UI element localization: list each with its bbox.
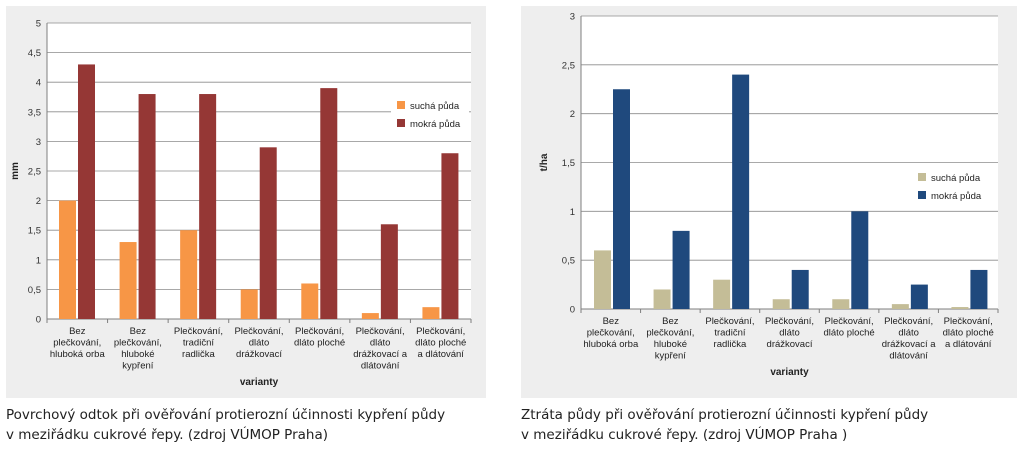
x-tick-label: Plečkování, tradiční radlička	[705, 316, 754, 350]
y-tick-label: 2,5	[28, 167, 41, 178]
x-axis-title: varianty	[770, 367, 809, 378]
caption-runoff: Povrchový odtok při ověřování protierozn…	[6, 405, 506, 445]
bar-wet-soil	[791, 269, 809, 309]
y-tick-label: 0,5	[562, 256, 575, 267]
bar-wet-soil	[78, 64, 95, 319]
x-tick-label: Plečkování, dláto drážkovací	[234, 326, 283, 360]
chart-panel-runoff: 0 0,5 1 1,5 2 2,5 3 3,5 4 4,5 5 Bez plečkování, hlubo…	[6, 6, 486, 398]
bar-dry-soil	[422, 307, 440, 319]
y-tick-label: 2	[36, 196, 41, 207]
caption-runoff-line1: Povrchový odtok při ověřování protierozn…	[6, 407, 446, 423]
caption-runoff-line2: v meziřádku cukrové řepy. (zdroj VÚMOP P…	[6, 427, 329, 443]
y-tick-label: 0	[36, 315, 41, 326]
bar-dry-soil	[832, 299, 850, 309]
legend-swatch	[397, 101, 405, 109]
x-tick-label: Plečkování, dláto drážkovací	[765, 316, 814, 350]
y-axis-title: mm	[10, 162, 21, 180]
bar-dry-soil	[951, 307, 969, 309]
bar-dry-soil	[361, 313, 379, 319]
y-tick-label: 3,5	[28, 107, 41, 118]
bar-wet-soil	[851, 211, 869, 309]
bar-dry-soil	[301, 283, 319, 319]
legend-label: mokrá půda	[410, 119, 461, 130]
bar-dry-soil	[891, 304, 909, 309]
y-tick-label: 0,5	[28, 285, 41, 296]
bar-wet-soil	[320, 88, 338, 320]
x-tick-label: Plečkování, dláto ploché	[823, 316, 874, 339]
legend-box	[391, 92, 469, 136]
y-tick-label: 4,5	[28, 48, 41, 59]
y-axis-title: t/ha	[539, 153, 550, 171]
y-tick-label: 3	[36, 137, 41, 148]
bar-dry-soil	[594, 250, 611, 309]
bar-dry-soil	[653, 289, 671, 309]
soil-loss-chart: 0 0,5 1 1,5 2 2,5 3 Bez plečkování, hluboká orbaB…	[539, 12, 999, 378]
x-tick-label: Bez plečkování, hluboká orba	[583, 316, 639, 350]
x-tick-label: Bez plečkování, hluboká orba	[50, 326, 106, 360]
bar-dry-soil	[713, 279, 731, 309]
legend-label: suchá půda	[410, 101, 460, 112]
y-tick-label: 2,5	[562, 60, 575, 71]
caption-soil-loss: Ztráta půdy při ověřování protierozní úč…	[521, 405, 1021, 445]
bar-dry-soil	[772, 299, 790, 309]
x-tick-label: Bez plečkování, hluboké kypření	[646, 316, 694, 362]
y-tick-label: 4	[36, 78, 41, 89]
bar-wet-soil	[970, 269, 988, 309]
bar-dry-soil	[240, 289, 258, 319]
bar-wet-soil	[910, 284, 928, 309]
legend-swatch	[918, 191, 926, 199]
x-tick-label: Plečkování, tradiční radlička	[174, 326, 223, 360]
y-tick-label: 2	[570, 109, 575, 120]
chart-panel-soil-loss: 0 0,5 1 1,5 2 2,5 3 Bez plečkování, hluboká orba B…	[521, 6, 1017, 398]
x-tick-label: Plečkování, dláto ploché	[294, 326, 345, 349]
x-tick-label: Plečkování, dláto drážkovací a dlátování	[353, 326, 408, 372]
legend-label: mokrá půda	[931, 191, 982, 202]
bar-wet-soil	[732, 74, 750, 309]
y-tick-label: 1	[36, 255, 41, 266]
y-tick-label: 3	[570, 12, 575, 23]
x-axis-title: varianty	[240, 377, 279, 388]
bar-wet-soil	[613, 89, 630, 309]
legend: suchá půda mokrá půda	[391, 92, 469, 136]
y-tick-label: 5	[36, 19, 41, 30]
x-tick-label: Plečkování, dláto ploché a dlátování	[943, 316, 994, 350]
legend-swatch	[918, 173, 926, 181]
y-tick-label: 0	[570, 305, 575, 316]
bar-wet-soil	[380, 224, 398, 319]
x-tick-label: Plečkování, dláto ploché a dlátování	[415, 326, 466, 360]
x-tick-label: Bez plečkování, hluboké kypření	[114, 326, 162, 372]
bar-dry-soil	[119, 242, 137, 319]
legend-box	[912, 164, 990, 208]
bar-dry-soil	[180, 230, 198, 319]
legend-swatch	[397, 119, 405, 127]
runoff-chart: 0 0,5 1 1,5 2 2,5 3 3,5 4 4,5 5 Bez plečkování, hlubo…	[10, 19, 472, 388]
caption-soil-loss-line1: Ztráta půdy při ověřování protierozní úč…	[521, 407, 929, 423]
bar-dry-soil	[59, 200, 76, 319]
y-tick-label: 1,5	[28, 226, 41, 237]
caption-soil-loss-line2: v meziřádku cukrové řepy. (zdroj VÚMOP P…	[521, 427, 848, 443]
legend: suchá půda mokrá půda	[912, 164, 990, 208]
bar-wet-soil	[138, 94, 156, 319]
bar-wet-soil	[672, 230, 690, 309]
y-tick-label: 1,5	[562, 158, 575, 169]
bar-wet-soil	[441, 153, 459, 319]
legend-label: suchá půda	[931, 173, 981, 184]
bar-wet-soil	[199, 94, 217, 319]
x-tick-label: Plečkování, dláto drážkovací a dlátování	[882, 316, 937, 362]
bar-wet-soil	[259, 147, 277, 319]
y-tick-label: 1	[570, 207, 575, 218]
